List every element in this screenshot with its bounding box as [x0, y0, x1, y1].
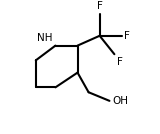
Text: F: F [124, 31, 130, 41]
Text: F: F [117, 57, 123, 67]
Text: F: F [97, 1, 103, 11]
Text: OH: OH [112, 96, 128, 106]
Text: NH: NH [37, 33, 53, 43]
